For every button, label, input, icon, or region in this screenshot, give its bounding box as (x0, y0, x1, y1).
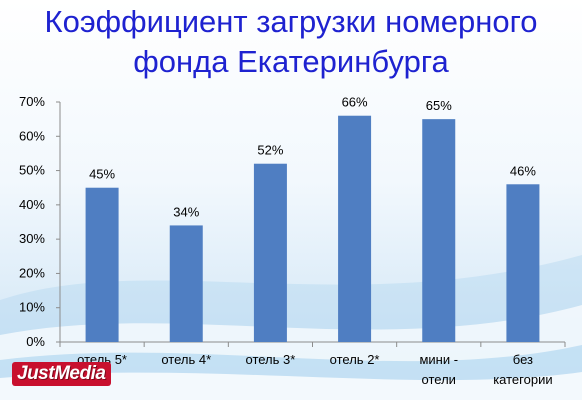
y-tick-label: 40% (19, 197, 45, 212)
chart-title-line1: Коэффициент загрузки номерного (44, 4, 538, 39)
bar (506, 184, 540, 342)
x-tick-label: отель 4* (161, 352, 211, 367)
data-label: 34% (173, 204, 199, 219)
data-label: 45% (89, 167, 115, 182)
justmedia-logo: JustMedia (12, 362, 112, 386)
x-tick-label: категории (493, 372, 552, 387)
bar (338, 115, 372, 342)
bar (253, 163, 287, 342)
y-tick-label: 70% (19, 94, 45, 109)
data-label: 65% (426, 98, 452, 113)
y-tick-label: 0% (26, 334, 45, 349)
bar (422, 119, 456, 343)
data-label: 46% (510, 163, 536, 178)
x-tick-label: отели (422, 372, 456, 387)
data-label: 66% (342, 95, 368, 110)
x-tick-label: отель 2* (330, 352, 380, 367)
y-tick-label: 60% (19, 128, 45, 143)
chart-title: Коэффициент загрузки номерного фонда Ека… (0, 2, 582, 82)
data-label: 52% (257, 143, 283, 158)
y-tick-label: 50% (19, 163, 45, 178)
y-tick-label: 20% (19, 265, 45, 280)
x-tick-label: мини - (419, 352, 458, 367)
logo-text: JustMedia (12, 362, 112, 386)
x-tick-label: без (513, 352, 533, 367)
bar (169, 225, 203, 342)
chart-title-line2: фонда Екатеринбурга (133, 44, 449, 79)
bar (85, 187, 119, 342)
y-tick-label: 10% (19, 300, 45, 315)
y-tick-label: 30% (19, 231, 45, 246)
x-tick-label: отель 3* (246, 352, 296, 367)
